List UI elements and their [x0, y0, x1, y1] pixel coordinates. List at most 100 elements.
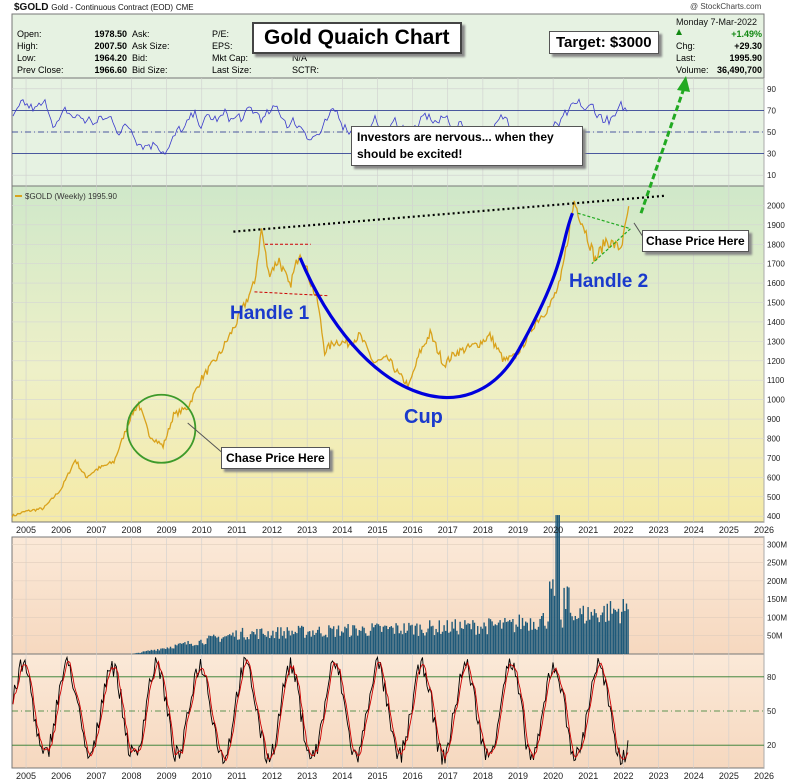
- volume-bar: [153, 649, 156, 654]
- quote-mid3: N/A SCTR:: [292, 28, 372, 76]
- volume-bar: [203, 644, 205, 654]
- rsi-tick-label: 50: [767, 128, 776, 137]
- x-tick-label: 2012: [262, 525, 282, 535]
- x-tick-label: 2022: [613, 525, 633, 535]
- volume-bar: [147, 650, 149, 654]
- quote-right: +1.49% Chg: +29.30 Last: 1995.90 Volume: 36,49…: [676, 28, 762, 76]
- volume-bar: [179, 643, 181, 654]
- volume-bar: [305, 634, 308, 654]
- volume-bar: [307, 631, 309, 654]
- quote-mid2: P/E: EPS: Mkt Cap: Last Size:: [212, 28, 292, 76]
- volume-bar: [150, 649, 152, 654]
- volume-bar: [472, 620, 474, 654]
- volume-bar: [509, 619, 511, 654]
- volume-bar: [326, 637, 328, 654]
- x-tick-label: 2005: [16, 771, 36, 781]
- volume-bar: [246, 637, 248, 654]
- volume-bar: [467, 623, 469, 654]
- x-tick-label: 2020: [543, 525, 563, 535]
- volume-bar: [257, 639, 260, 654]
- volume-bar: [381, 631, 383, 654]
- quote-row: Low: 1964.20: [17, 52, 127, 64]
- x-tick-label: 2011: [227, 525, 246, 535]
- volume-bar: [161, 648, 164, 654]
- x-tick-label: 2016: [403, 771, 423, 781]
- volume-bar: [627, 609, 629, 654]
- quote-row: +1.49%: [676, 28, 762, 40]
- quote-label: Open:: [17, 29, 42, 39]
- price-tick-label: 1900: [767, 221, 785, 230]
- volume-bar: [545, 628, 548, 654]
- volume-bar: [297, 625, 300, 654]
- volume-bar: [216, 637, 218, 654]
- volume-bar: [243, 637, 245, 654]
- volume-bar: [619, 623, 621, 654]
- volume-bar: [214, 636, 216, 654]
- volume-tick-label: 250M: [767, 559, 787, 568]
- investors-note: Investors are nervous... when they shoul…: [351, 126, 583, 166]
- x-tick-label: 2026: [754, 525, 774, 535]
- quote-row: Ask Size:: [132, 40, 212, 52]
- volume-bar: [254, 634, 256, 654]
- x-tick-label: 2008: [121, 771, 141, 781]
- volume-bar: [441, 631, 444, 654]
- volume-bar: [304, 637, 306, 654]
- volume-bar: [459, 621, 461, 654]
- x-tick-label: 2018: [473, 525, 493, 535]
- volume-bar: [485, 626, 487, 654]
- volume-bar: [541, 615, 543, 654]
- volume-bar: [406, 630, 408, 654]
- volume-bar: [339, 635, 341, 654]
- volume-bar: [265, 636, 268, 654]
- volume-bar: [325, 634, 327, 654]
- volume-bar: [160, 648, 162, 654]
- volume-bar: [158, 650, 160, 654]
- volume-bar: [353, 625, 356, 654]
- volume-bar: [171, 648, 173, 654]
- volume-bar: [201, 643, 204, 654]
- price-tick-label: 1400: [767, 318, 785, 327]
- quote-value: 1964.20: [94, 53, 127, 63]
- volume-bar: [603, 605, 605, 654]
- watermark: @ StockCharts.com: [690, 2, 762, 11]
- volume-bar: [270, 635, 272, 654]
- quote-value: 1995.90: [729, 53, 762, 63]
- volume-bar: [369, 630, 372, 654]
- volume-tick-label: 150M: [767, 595, 787, 604]
- volume-bar: [462, 628, 464, 654]
- x-tick-label: 2016: [403, 525, 423, 535]
- volume-bar: [275, 631, 277, 654]
- volume-bar: [334, 636, 336, 654]
- rsi-tick-label: 10: [767, 171, 776, 180]
- quote-label: Prev Close:: [17, 65, 64, 75]
- volume-bar: [473, 622, 476, 654]
- quote-left: Open: 1978.50 High: 2007.50 Low: 1964.20 Prev …: [17, 28, 127, 76]
- volume-bar: [405, 632, 407, 654]
- volume-bar: [521, 617, 524, 654]
- volume-bar: [181, 643, 183, 654]
- volume-bar: [520, 629, 522, 654]
- volume-bar: [273, 638, 276, 654]
- volume-bar: [483, 622, 485, 654]
- volume-bar: [317, 629, 319, 654]
- x-tick-label: 2007: [86, 771, 106, 781]
- volume-bar: [390, 626, 392, 654]
- volume-bar: [525, 621, 527, 654]
- x-tick-label: 2006: [51, 525, 71, 535]
- volume-bar: [577, 618, 580, 654]
- volume-bar: [557, 515, 559, 654]
- volume-bar: [259, 628, 261, 654]
- volume-bar: [277, 627, 279, 654]
- volume-bar: [184, 642, 186, 654]
- volume-bar: [593, 609, 596, 654]
- x-tick-label: 2022: [613, 771, 633, 781]
- volume-bar: [139, 652, 141, 654]
- volume-bar: [185, 644, 188, 654]
- volume-bar: [269, 638, 271, 654]
- volume-bar: [568, 587, 570, 654]
- volume-bar: [251, 631, 253, 654]
- volume-tick-label: 300M: [767, 540, 787, 549]
- volume-bar: [342, 632, 344, 654]
- quote-value: 36,490,700: [716, 65, 762, 75]
- x-tick-label: 2013: [297, 525, 317, 535]
